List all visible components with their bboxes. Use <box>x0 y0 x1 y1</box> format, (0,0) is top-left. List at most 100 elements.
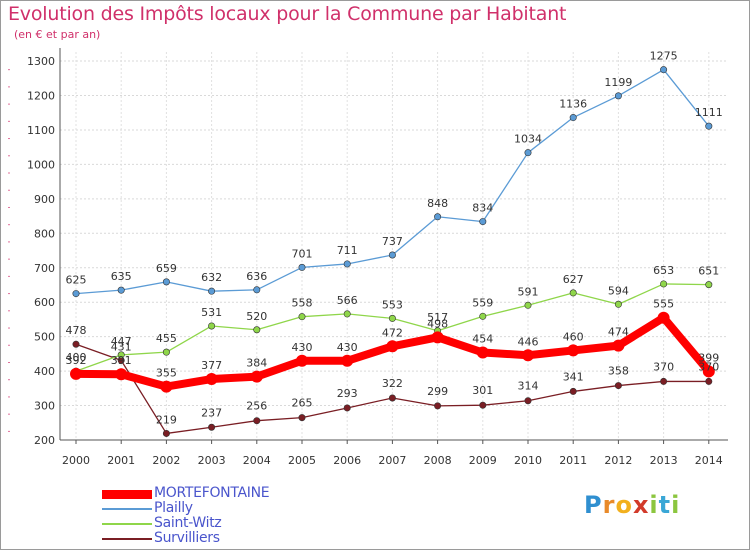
y-tick-label: 900 <box>34 193 55 206</box>
data-label: 455 <box>156 332 177 345</box>
data-label: 370 <box>653 360 674 373</box>
x-tick-label: 2000 <box>62 454 90 467</box>
data-label: 431 <box>111 340 132 353</box>
data-label: 391 <box>111 354 132 367</box>
data-label: 659 <box>156 262 177 275</box>
data-point <box>386 340 399 353</box>
data-label: 737 <box>382 235 403 248</box>
data-point <box>162 278 170 286</box>
x-tick-label: 2011 <box>559 454 587 467</box>
data-point <box>343 260 351 268</box>
data-label: 636 <box>246 270 267 283</box>
data-point <box>434 213 442 221</box>
x-tick-label: 2005 <box>288 454 316 467</box>
data-point <box>431 331 444 344</box>
data-label: 1275 <box>650 50 678 63</box>
data-label: 454 <box>472 332 493 345</box>
data-point <box>479 401 487 409</box>
data-label: 314 <box>518 380 539 393</box>
data-point <box>388 314 396 322</box>
data-label: 392 <box>66 354 87 367</box>
data-label: 498 <box>427 317 448 330</box>
legend-label: Saint-Witz <box>154 515 222 531</box>
data-label: 1199 <box>604 76 632 89</box>
legend-swatch <box>102 538 152 540</box>
data-label: 531 <box>201 306 222 319</box>
data-point <box>343 310 351 318</box>
data-point <box>72 290 80 298</box>
data-label: 430 <box>337 341 358 354</box>
y-tick-label: 800 <box>34 227 55 240</box>
data-label: 399 <box>698 351 719 364</box>
data-label: 834 <box>472 202 493 215</box>
y-tick-label: 1200 <box>27 90 55 103</box>
data-point <box>705 377 713 385</box>
data-point <box>162 429 170 437</box>
axes <box>8 48 728 444</box>
data-label: 370 <box>698 360 719 373</box>
data-point <box>388 394 396 402</box>
data-label: 400 <box>66 351 87 364</box>
data-point <box>705 122 713 130</box>
data-point <box>569 289 577 297</box>
data-label: 594 <box>608 284 629 297</box>
data-label: 293 <box>337 387 358 400</box>
data-label: 460 <box>563 330 584 343</box>
data-point <box>614 382 622 390</box>
data-label: 848 <box>427 197 448 210</box>
data-label: 559 <box>472 296 493 309</box>
data-point <box>298 313 306 321</box>
data-label: 472 <box>382 326 403 339</box>
x-tick-label: 2004 <box>243 454 271 467</box>
data-point <box>705 281 713 289</box>
data-label: 1111 <box>695 106 723 119</box>
chart-subtitle: (en € et par an) <box>14 28 101 41</box>
data-label: 377 <box>201 359 222 372</box>
data-labels: 392 391 355 377 384 430 430 472 498 454 446 460 474 5… <box>66 50 723 427</box>
x-tick-label: 2014 <box>695 454 723 467</box>
data-label: 651 <box>698 265 719 278</box>
data-point <box>660 377 668 385</box>
x-tick-label: 2002 <box>152 454 180 467</box>
data-label: 566 <box>337 294 358 307</box>
x-axis-ticks: 2000 2001 2002 2003 2004 2005 2006 2007 2008 2009… <box>62 454 723 467</box>
data-label: 591 <box>518 285 539 298</box>
data-point <box>208 322 216 330</box>
data-point <box>657 311 670 324</box>
data-label: 474 <box>608 326 629 339</box>
x-tick-label: 2010 <box>514 454 542 467</box>
y-axis-ticks: 200 300 400 500 600 700 800 900 1000 1100 1200 1300 <box>27 55 55 447</box>
y-tick-label: 300 <box>34 400 55 413</box>
y-tick-label: 400 <box>34 365 55 378</box>
legend-swatch <box>102 508 152 510</box>
data-label: 558 <box>292 297 313 310</box>
x-tick-label: 2007 <box>378 454 406 467</box>
data-point <box>569 387 577 395</box>
data-label: 322 <box>382 377 403 390</box>
data-label: 237 <box>201 406 222 419</box>
y-tick-label: 700 <box>34 262 55 275</box>
data-label: 1034 <box>514 133 542 146</box>
data-point <box>569 114 577 122</box>
data-label: 358 <box>608 365 629 378</box>
data-point <box>298 414 306 422</box>
y-tick-label: 1100 <box>27 124 55 137</box>
data-point <box>476 346 489 359</box>
data-label: 1136 <box>559 98 587 111</box>
data-label: 627 <box>563 273 584 286</box>
series-mortefontaine <box>70 311 715 393</box>
data-label: 446 <box>518 335 539 348</box>
x-tick-label: 2003 <box>198 454 226 467</box>
data-point <box>72 340 80 348</box>
data-label: 384 <box>246 357 267 370</box>
data-point <box>205 373 218 386</box>
data-point <box>524 149 532 157</box>
data-label: 625 <box>66 274 87 287</box>
data-point <box>341 354 354 367</box>
x-tick-label: 2006 <box>333 454 361 467</box>
x-tick-label: 2009 <box>469 454 497 467</box>
data-label: 256 <box>246 400 267 413</box>
data-point <box>208 423 216 431</box>
data-label: 430 <box>292 341 313 354</box>
